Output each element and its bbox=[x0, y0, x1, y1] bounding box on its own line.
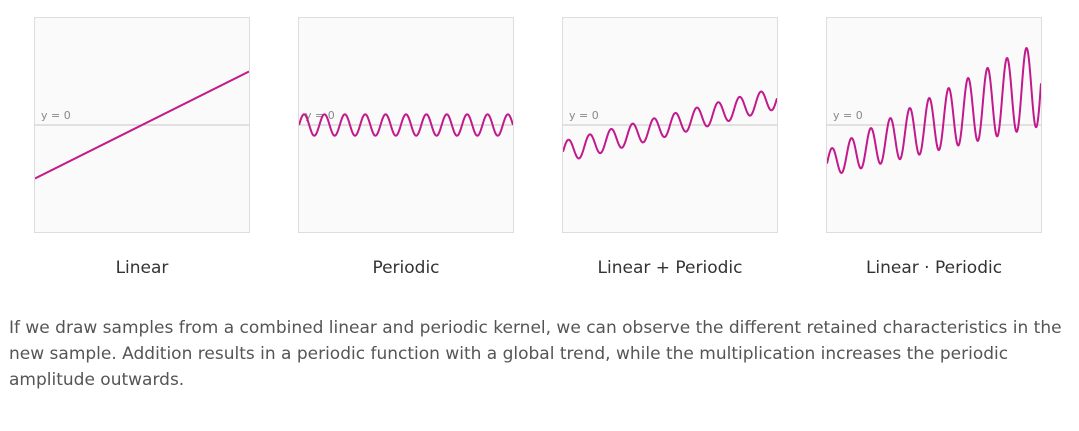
zero-label: y = 0 bbox=[833, 109, 863, 122]
linear-chart: y = 0 bbox=[35, 70, 249, 180]
sample-curve bbox=[827, 46, 1041, 174]
panel-periodic: y = 0 bbox=[298, 17, 514, 233]
description-paragraph: If we draw samples from a combined linea… bbox=[9, 318, 1062, 390]
periodic-chart: y = 0 bbox=[299, 109, 513, 137]
caption-periodic: Periodic bbox=[372, 258, 440, 278]
linear-plus-periodic-chart: y = 0 bbox=[563, 90, 777, 160]
zero-label: y = 0 bbox=[305, 109, 335, 122]
caption-linear: Linear bbox=[115, 258, 169, 278]
panel-linear: y = 0 bbox=[34, 17, 250, 233]
sample-curve bbox=[563, 90, 777, 160]
zero-label: y = 0 bbox=[41, 109, 71, 122]
linear-times-periodic-chart: y = 0 bbox=[827, 46, 1041, 174]
panel-linear-plus-periodic: y = 0 bbox=[562, 17, 778, 233]
caption-linear-times-periodic: Linear · Periodic bbox=[865, 258, 1003, 278]
sample-curve bbox=[35, 70, 249, 180]
caption-linear-plus-periodic: Linear + Periodic bbox=[597, 258, 743, 278]
zero-label: y = 0 bbox=[569, 109, 599, 122]
sample-curve bbox=[299, 113, 513, 137]
panel-linear-times-periodic: y = 0 bbox=[826, 17, 1042, 233]
